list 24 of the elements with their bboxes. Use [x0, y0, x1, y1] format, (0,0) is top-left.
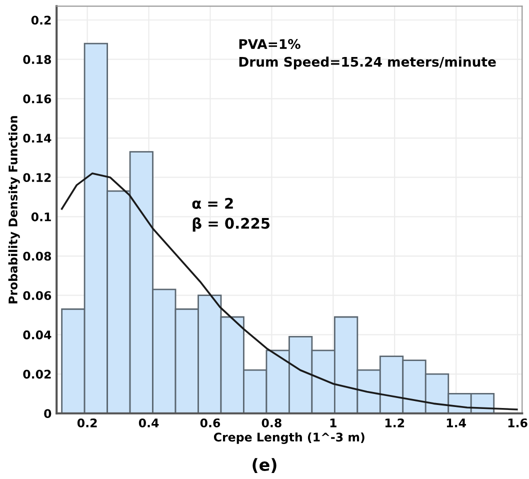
x-axis-title: Crepe Length (1^-3 m): [214, 432, 364, 444]
y-tick-label: 0.18: [23, 55, 52, 64]
y-tick-label: 0.04: [23, 330, 52, 340]
y-tick-label: 0: [44, 409, 52, 418]
y-tick-label: 0.06: [23, 291, 52, 300]
x-tick-label: 1.2: [385, 418, 404, 428]
x-tick-label: 0.8: [262, 418, 282, 428]
x-tick-label: 1.4: [446, 418, 466, 428]
x-tick-label: 0.4: [138, 418, 159, 428]
annotation: α = 2 β = 0.225: [192, 198, 270, 232]
y-tick-label: 0.2: [31, 16, 51, 25]
x-tick-label: 0.6: [200, 418, 220, 428]
y-axis-title: Probability Density Function: [8, 116, 20, 304]
y-tick-label: 0.1: [31, 212, 51, 222]
y-tick-label: 0.16: [23, 94, 52, 104]
x-tick-label: 0.2: [77, 418, 97, 428]
y-tick-label: 0.12: [23, 173, 51, 182]
y-tick-label: 0.08: [23, 252, 52, 261]
y-tick-label: 0.14: [23, 134, 52, 143]
x-tick-label: 1: [330, 418, 336, 428]
y-tick-label: 0.02: [23, 370, 51, 379]
x-tick-label: 1.6: [508, 418, 528, 428]
annotation: PVA=1% Drum Speed=15.24 meters/minute: [239, 39, 496, 70]
text: (e): [252, 458, 276, 473]
